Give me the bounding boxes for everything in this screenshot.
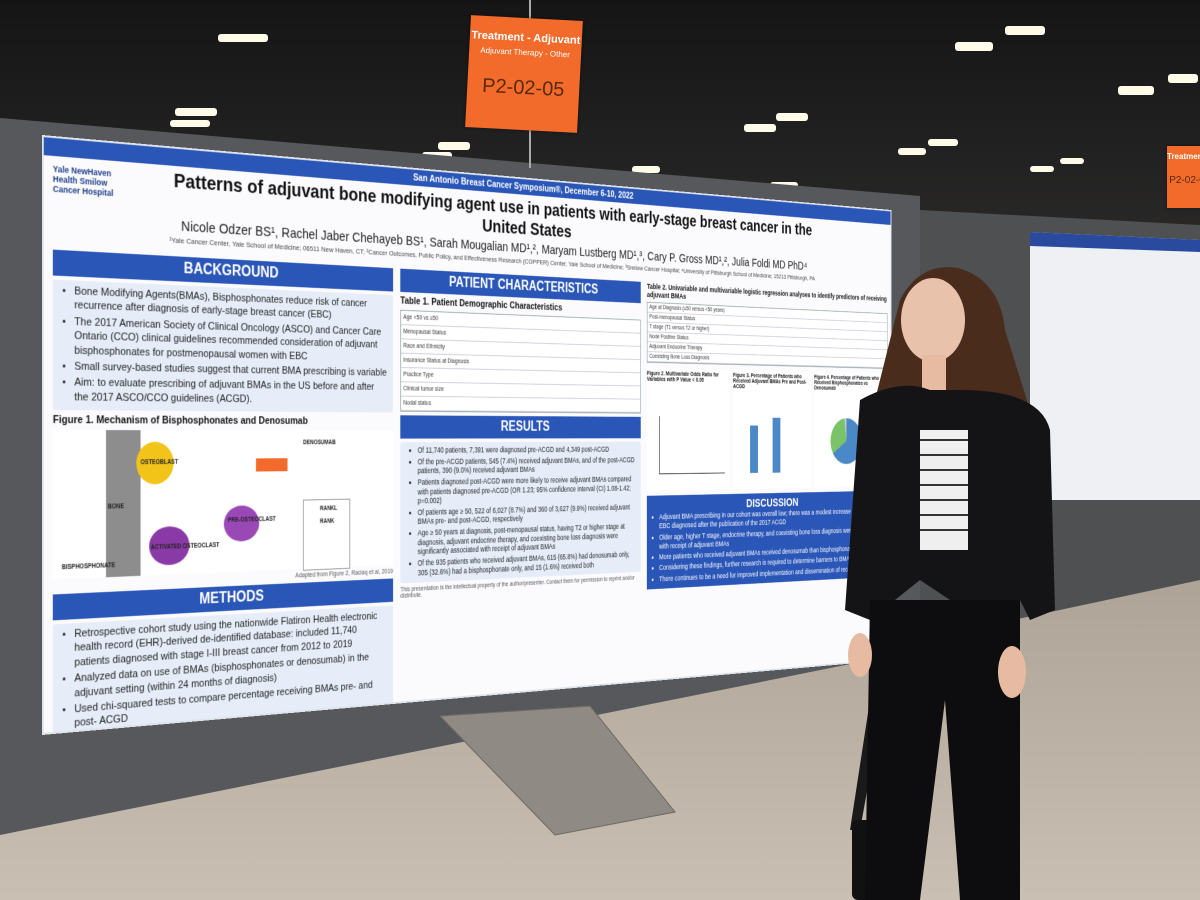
shirt — [920, 430, 968, 550]
trousers — [865, 600, 1020, 900]
face — [901, 278, 965, 362]
hand — [998, 646, 1026, 698]
hand — [848, 633, 872, 677]
